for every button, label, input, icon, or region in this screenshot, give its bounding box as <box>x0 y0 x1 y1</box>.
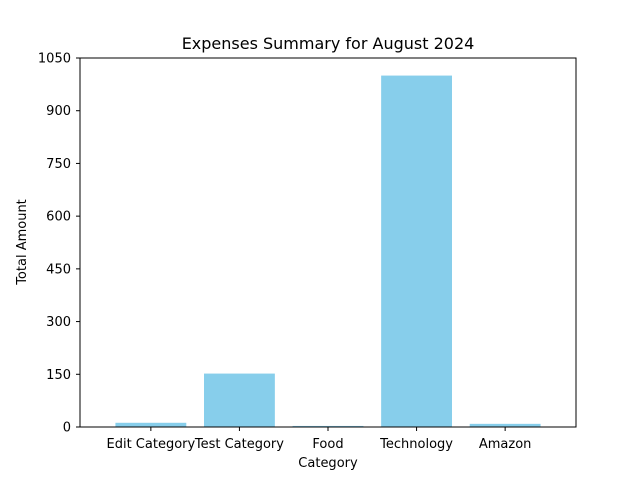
x-tick-label: Edit Category <box>107 437 196 452</box>
bar-food <box>292 425 364 427</box>
x-tick-label: Technology <box>379 437 453 452</box>
y-tick-label: 450 <box>46 262 71 277</box>
x-tick-label: Amazon <box>479 437 532 452</box>
x-tick-label: Test Category <box>194 437 284 452</box>
bar-test-category <box>204 373 275 427</box>
y-tick-label: 300 <box>46 315 71 330</box>
y-ticks-layer: 0 150 300 450 600 750 900 1050 <box>38 52 80 436</box>
y-tick-label: 150 <box>46 368 71 383</box>
y-tick-label: 900 <box>46 104 71 119</box>
x-ticks-layer: Edit Category Test Category Food Technology… <box>107 427 532 452</box>
y-tick-label: 750 <box>46 157 71 172</box>
x-tick-label: Food <box>312 437 343 452</box>
bars-layer <box>115 75 541 428</box>
bar-edit-category <box>115 422 187 427</box>
y-tick-label: 0 <box>63 421 71 436</box>
bar-amazon <box>469 423 541 427</box>
y-tick-label: 600 <box>46 210 71 225</box>
bar-technology <box>381 75 452 428</box>
plot-frame <box>79 57 577 428</box>
y-tick-label: 1050 <box>38 52 71 67</box>
x-axis-label: Category <box>298 456 358 471</box>
y-axis-label: Total Amount <box>15 199 30 286</box>
chart-title: Expenses Summary for August 2024 <box>182 34 475 53</box>
